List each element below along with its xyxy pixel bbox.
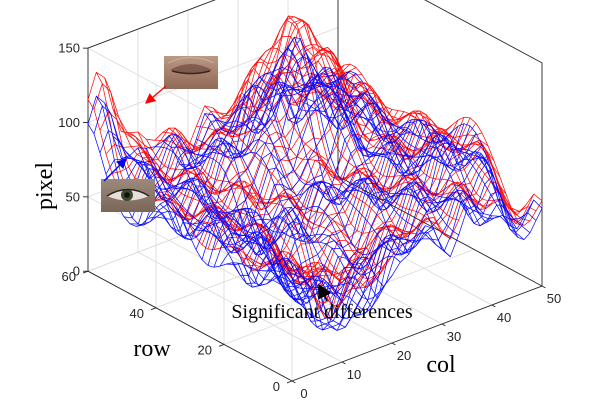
annotation-significant-differences: Significant differences [231,301,412,323]
mesh-line-col [221,85,426,256]
mesh-line-col [87,123,293,284]
mesh-line-col [204,113,410,270]
x-tick-label: 40 [497,310,511,325]
mesh-line-col [337,70,543,241]
y-tick-label: 60 [62,269,76,284]
x-tick-label: 0 [300,386,307,401]
closed-eye-arrow [145,85,167,104]
y-tick-label: 40 [130,306,144,321]
mesh-line-col [221,62,426,239]
z-tick-label: 150 [58,41,80,56]
mesh-line-col [320,82,526,220]
mesh-line-col [304,92,510,226]
y-tick [218,343,225,347]
mesh-line-col [287,67,493,227]
mesh-line-col [187,142,393,301]
box-back-edges [87,0,543,286]
open-eye-thumbnail [101,179,155,212]
mesh-line-col [262,81,468,210]
mesh-line-col [254,19,459,221]
mesh-line-col [95,95,301,288]
mesh-line-col [254,56,459,236]
z-tick-label: 50 [66,189,80,204]
mesh [87,15,543,331]
mesh-line-col [179,137,385,316]
mesh-line-col [329,71,535,225]
y-tick [286,380,293,384]
mesh-line-col [162,133,368,331]
z-tick-label: 100 [58,115,80,130]
y-tick-label: 0 [273,379,280,394]
mesh-line-col [312,84,518,230]
mesh-line-col [279,72,484,215]
y-tick-label: 20 [198,342,212,357]
x-tick-label: 50 [547,291,561,306]
z-axis-title: pixel [32,162,58,210]
mesh-line-col [171,146,376,328]
mesh-line-col [145,148,351,300]
closed-eye-thumbnail [164,56,218,89]
x-tick [391,342,396,346]
mesh-line-col [296,85,501,219]
y-axis-line [87,270,293,382]
x-tick [341,361,346,365]
mesh-line-col [329,78,535,233]
mesh-line-col [229,47,434,235]
mesh-line-col [129,155,334,296]
mesh-open-eye [87,36,543,331]
z-tick-label: 0 [73,264,80,279]
mesh-line-col [137,131,343,284]
mesh-line-col [246,36,451,257]
x-tick [441,323,446,327]
mesh-line-col [196,138,401,276]
mesh-line-col [154,146,359,331]
x-tick [291,380,296,384]
difference-arrow [318,283,332,302]
x-tick-label: 10 [347,367,361,382]
y-tick [150,307,157,311]
x-tick [541,285,546,289]
mesh-line-col [320,75,526,214]
mesh-line-col [237,49,443,250]
mesh-line-col [337,63,543,226]
mesh-line-col [212,114,418,256]
mesh-line-col [237,19,443,234]
x-tick-label: 30 [447,329,461,344]
x-tick-label: 20 [397,348,411,363]
open-eye-arrow [103,158,127,182]
mesh-line-col [137,147,343,302]
mesh-line-col [296,72,501,202]
mesh-line-col [121,157,326,306]
y-axis-title: row [133,336,171,362]
x-tick [491,304,496,308]
mesh-line-col [204,105,410,251]
x-axis-title: col [426,352,456,378]
